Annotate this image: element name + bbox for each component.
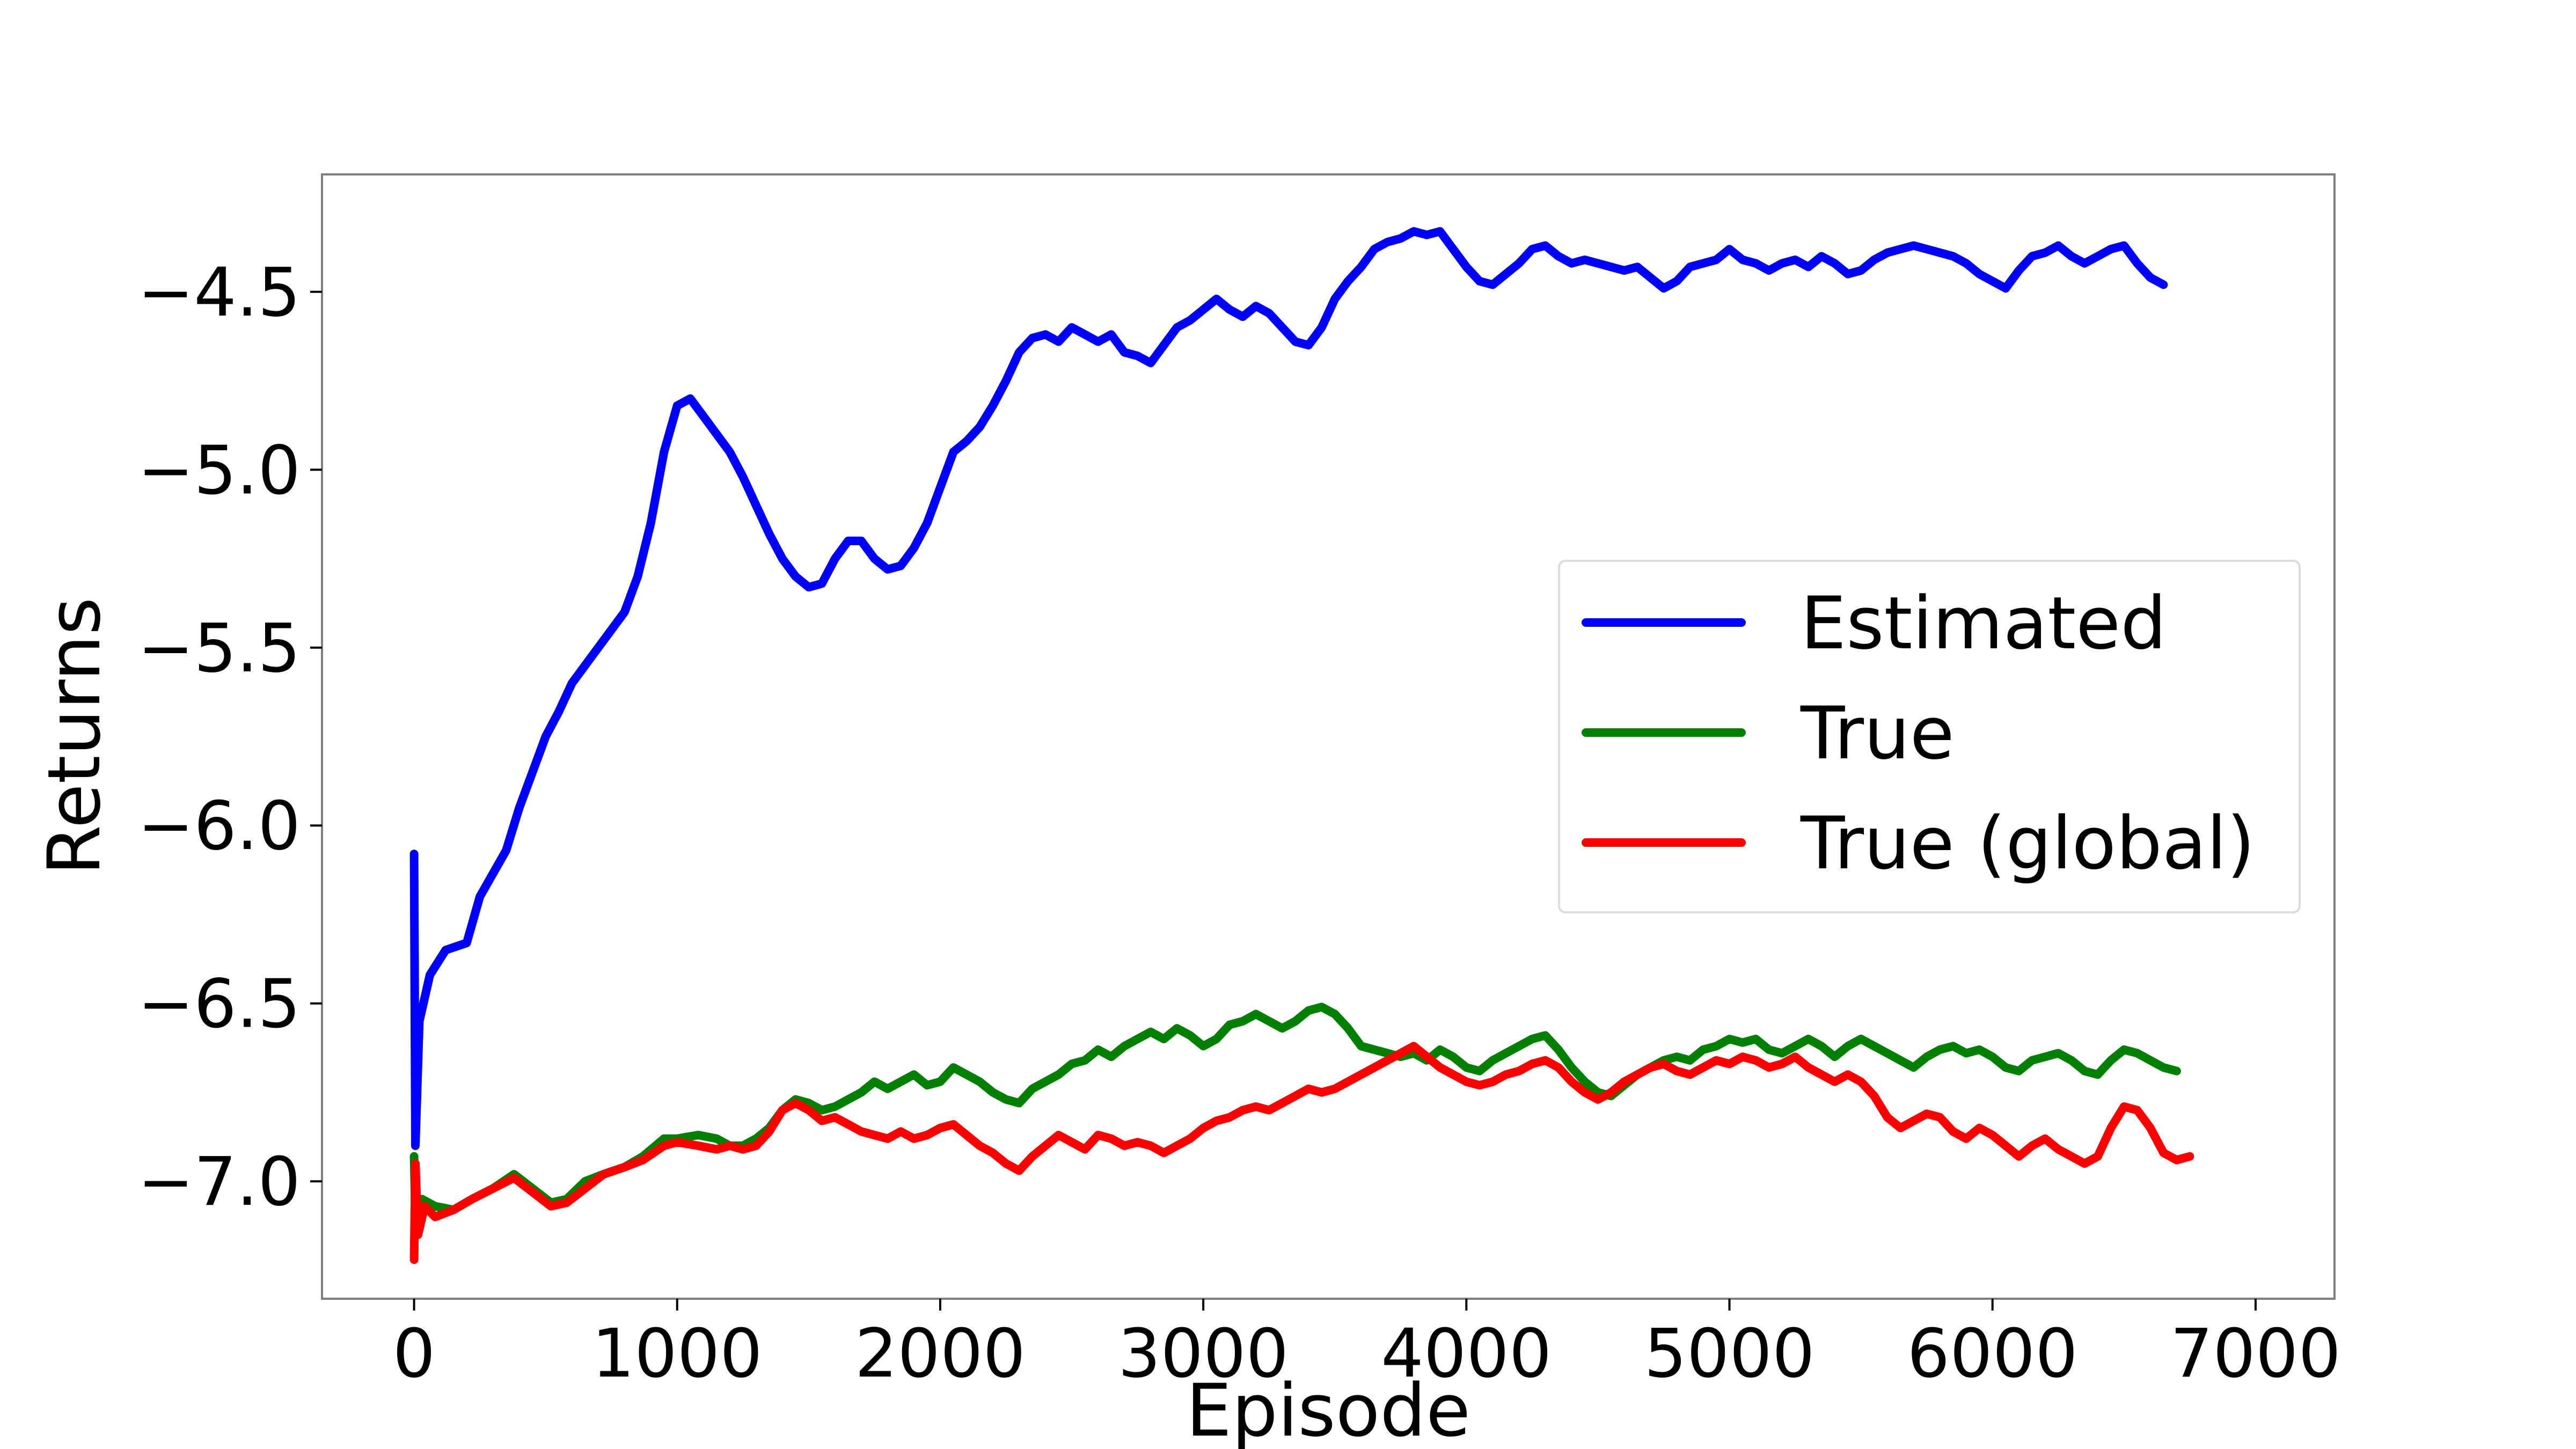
x-tick-label: 5000: [1644, 1315, 1814, 1393]
x-tick-label: 4000: [1381, 1315, 1552, 1393]
x-axis: 0 1000 2000 3000 4000 5000 6000 7000: [393, 1299, 2341, 1393]
y-tick-label: −6.0: [137, 787, 301, 865]
x-tick-label: 1000: [592, 1315, 763, 1393]
y-tick-label: −7.0: [137, 1143, 301, 1221]
y-tick-label: −4.5: [137, 254, 301, 332]
series-line-2: [409, 1042, 2194, 1264]
legend: Estimated True True (global): [1558, 560, 2301, 913]
legend-label-1: True: [1800, 691, 1955, 775]
x-axis-label: Episode: [1186, 1368, 1470, 1449]
x-tick-label: 6000: [1907, 1315, 2078, 1393]
y-tick-label: −5.0: [137, 431, 301, 509]
series-layer: [409, 227, 2194, 1264]
y-axis: −7.0 −6.5 −6.0 −5.5 −5.0 −4.5: [137, 254, 322, 1221]
series-line-0: [409, 227, 2168, 1150]
y-axis-label: Returns: [32, 597, 116, 875]
x-tick-label: 0: [393, 1315, 436, 1393]
y-tick-label: −6.5: [137, 965, 301, 1043]
x-tick-label: 7000: [2170, 1315, 2341, 1393]
plot-area-frame: [321, 173, 2336, 1300]
x-tick-label: 2000: [855, 1315, 1026, 1393]
legend-label-0: Estimated: [1801, 581, 2167, 665]
x-tick-label: 3000: [1118, 1315, 1289, 1393]
legend-box: [1558, 560, 2301, 913]
y-tick-label: −5.5: [137, 610, 301, 687]
legend-label-2: True (global): [1800, 801, 2255, 885]
